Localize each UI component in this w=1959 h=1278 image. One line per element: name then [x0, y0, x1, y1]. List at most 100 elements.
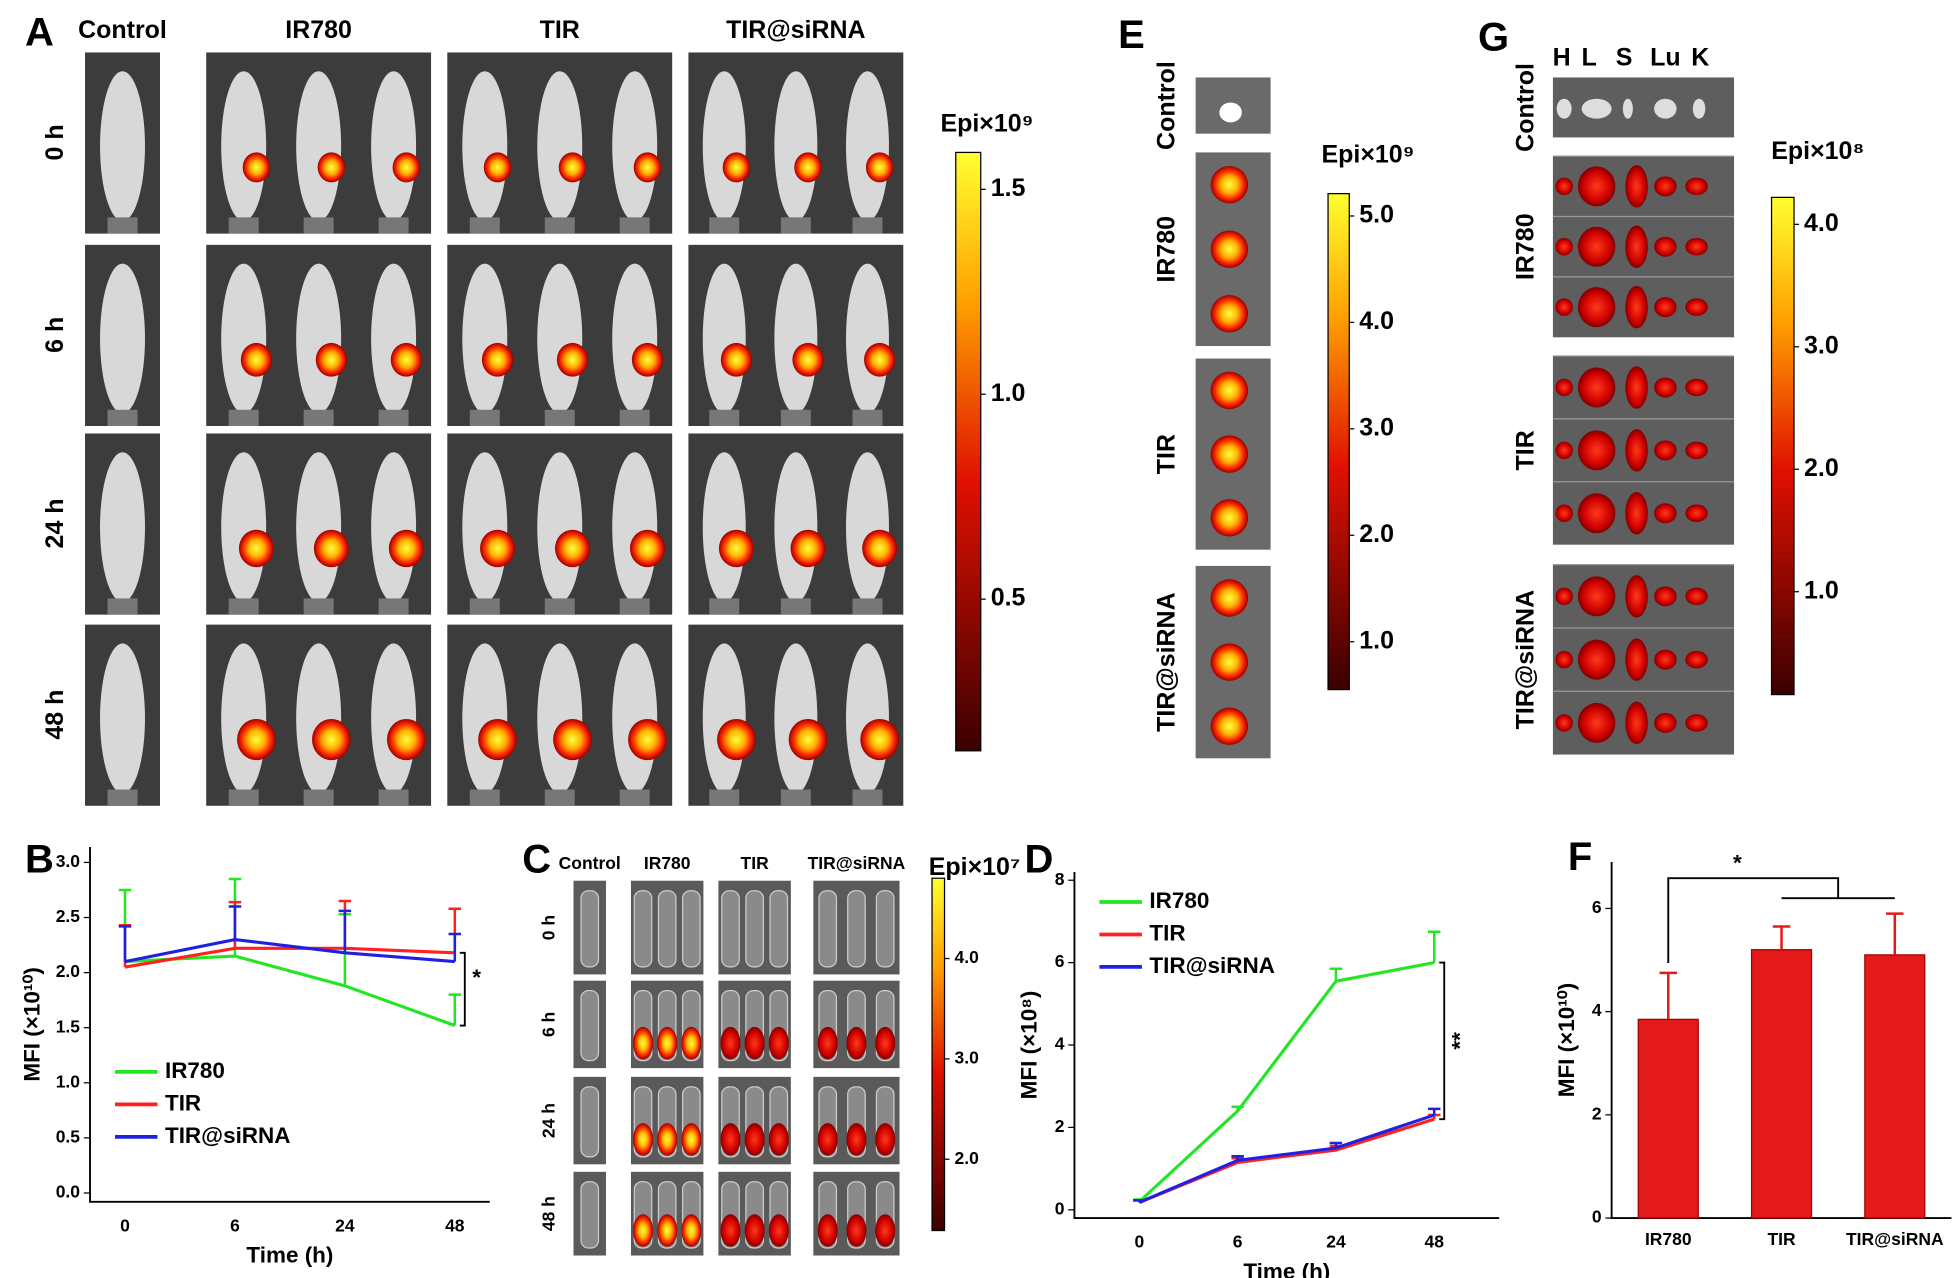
annotation: * [472, 965, 481, 990]
y-axis-label: MFI (×10⁸) [1017, 991, 1042, 1100]
mouse [296, 71, 342, 222]
tube [721, 890, 740, 968]
signal [744, 1214, 765, 1247]
signal [1555, 378, 1573, 397]
holder [469, 598, 500, 615]
y-tick-label: 6 [1055, 951, 1065, 971]
signal [1555, 237, 1573, 256]
error-bar [1772, 925, 1791, 950]
signal [817, 1214, 838, 1247]
holder [378, 217, 409, 234]
signal [1210, 499, 1249, 537]
signal [1654, 712, 1677, 733]
colorbar-tick-label: 5.0 [1359, 201, 1394, 229]
mouse [702, 452, 746, 603]
mouse [100, 643, 145, 794]
column-header: TIR [540, 16, 580, 44]
signal [1577, 493, 1616, 534]
axes [1073, 871, 1500, 1219]
y-tick-label: 0 [1592, 1207, 1602, 1227]
y-tick-label: 4 [1055, 1034, 1065, 1054]
holder [228, 409, 259, 426]
column-header: TIR [741, 853, 770, 873]
signal [1625, 575, 1648, 618]
signal [628, 718, 667, 761]
mouse [774, 263, 818, 414]
mouse [537, 452, 583, 603]
signal [846, 1214, 867, 1247]
signal [1555, 714, 1573, 732]
holder [852, 217, 883, 234]
holder [469, 217, 500, 234]
mouse [462, 263, 508, 414]
holder [378, 789, 409, 806]
signal [722, 152, 751, 183]
signal [633, 152, 662, 183]
holder [709, 789, 740, 806]
signal [1555, 650, 1573, 669]
y-tick-label: 1.0 [56, 1071, 80, 1091]
y-tick-label: 4 [1592, 1000, 1602, 1020]
column-header: TIR@siRNA [808, 853, 906, 873]
holder [378, 598, 409, 615]
row-label: 0 h [538, 915, 558, 940]
holder [544, 217, 575, 234]
signal [1210, 707, 1249, 745]
column-header: K [1691, 43, 1709, 71]
signal [720, 1123, 741, 1156]
signal [633, 1026, 654, 1060]
image [1552, 77, 1735, 138]
mouse [371, 71, 417, 222]
legend-label: IR780 [165, 1058, 225, 1083]
signal [792, 342, 824, 377]
holder [228, 598, 259, 615]
colorbar-tick-label: 4.0 [1804, 209, 1839, 237]
mouse [462, 71, 508, 222]
tube [875, 890, 895, 968]
mouse [774, 71, 818, 222]
holder [780, 598, 811, 615]
column-header: L [1582, 43, 1597, 71]
x-tick-label: 6 [1233, 1232, 1243, 1252]
tube [580, 990, 600, 1062]
signal [1625, 638, 1648, 681]
column-header: Lu [1650, 43, 1681, 71]
bar [1750, 949, 1813, 1219]
row-label: TIR@siRNA [1511, 590, 1539, 730]
signal [1625, 285, 1648, 329]
signal [238, 529, 274, 568]
mouse [221, 263, 267, 414]
panel-label: G [1478, 16, 1509, 60]
signal [481, 342, 514, 377]
signal [478, 718, 517, 761]
row-label: 48 h [41, 690, 69, 740]
row-label: IR780 [1153, 216, 1181, 283]
legend-label: IR780 [1149, 888, 1209, 913]
error-bar [1427, 930, 1441, 963]
signal [768, 1026, 789, 1060]
holder [303, 409, 334, 426]
holder [107, 409, 138, 426]
colorbar [1770, 196, 1795, 696]
organ [1692, 98, 1706, 119]
signal [1210, 643, 1249, 681]
signal [1210, 579, 1249, 617]
column-header: TIR@siRNA [726, 16, 866, 44]
mouse [702, 643, 746, 794]
signal [1625, 165, 1648, 208]
colorbar-tick-label: 1.5 [991, 174, 1026, 202]
signal [1685, 177, 1708, 196]
error-bar [1231, 1154, 1244, 1161]
y-tick-label: 2.0 [56, 961, 80, 981]
holder [619, 789, 650, 806]
mouse [845, 71, 889, 222]
signal [392, 152, 421, 183]
y-tick-label: 2.5 [56, 906, 81, 926]
column-header: S [1616, 43, 1633, 71]
tube [745, 890, 765, 968]
mouse [462, 452, 508, 603]
error-bar [228, 905, 242, 940]
signal [1625, 429, 1648, 472]
line [124, 946, 455, 969]
row-label: 24 h [538, 1103, 558, 1138]
